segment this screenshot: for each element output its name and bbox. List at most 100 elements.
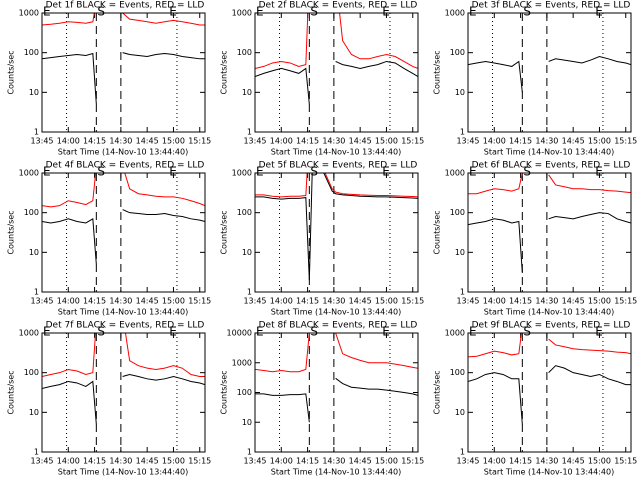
series-line [122,209,205,222]
x-tick-label: 14:30 [109,457,132,466]
y-tick-label: 1 [34,288,39,297]
chart-title: Det 2f BLACK = Events, RED = LLD [259,1,418,11]
x-tick-label: 15:00 [162,297,185,306]
series-line [335,60,418,77]
x-tick-label: 14:00 [57,137,80,146]
x-tick-label: 14:30 [322,137,345,146]
event-annotation: S [523,325,531,339]
y-tick-label: 100 [24,368,39,377]
series-line [548,365,631,386]
x-tick-label: 13:45 [30,137,53,146]
x-tick-label: 13:45 [30,297,53,306]
x-tick-label: 14:45 [136,137,159,146]
y-tick-label: 10000 [227,329,252,338]
y-tick-label: 1000 [19,169,39,178]
x-tick-label: 13:45 [456,137,479,146]
panel: Det 2f BLACK = Events, RED = LLD Start Ti… [220,1,425,157]
y-tick-label: 1 [460,448,465,457]
event-annotation: E [256,325,264,339]
x-tick-label: 14:30 [322,297,345,306]
event-annotation: E [169,325,177,339]
series-line [255,333,310,373]
x-tick-label: 14:45 [349,457,372,466]
event-annotation: E [469,165,477,179]
x-tick-label: 15:15 [614,297,637,306]
series-line [255,173,418,281]
x-tick-label: 14:00 [270,297,293,306]
x-tick-label: 13:45 [243,457,266,466]
chart-title: Det 6f BLACK = Events, RED = LLD [472,161,631,171]
x-tick-label: 14:15 [296,137,319,146]
series-line [339,13,418,69]
series-line [468,173,523,195]
x-tick-label: 14:45 [562,457,585,466]
event-annotation: S [310,325,318,339]
x-tick-label: 15:15 [614,457,637,466]
y-tick-label: 10 [242,88,252,97]
y-axis-label: Counts/sec [7,50,16,94]
series-line [468,333,522,358]
panel: Det 8f BLACK = Events, RED = LLD Start Ti… [220,321,425,477]
panel: Det 1f BLACK = Events, RED = LLD Start Ti… [7,1,212,157]
plot-frame [254,12,419,133]
event-annotation: E [595,325,603,339]
x-tick-label: 15:00 [375,457,398,466]
y-tick-label: 100 [24,48,39,57]
x-tick-label: 14:15 [509,457,532,466]
chart-title: Det 3f BLACK = Events, RED = LLD [472,1,631,11]
event-annotation: E [43,5,51,19]
series-group [255,13,418,105]
x-tick-label: 15:00 [588,137,611,146]
series-line [255,67,310,105]
event-annotation: S [523,165,531,179]
event-annotation: E [595,5,603,19]
x-tick-label: 14:30 [535,457,558,466]
chart-title: Det 9f BLACK = Events, RED = LLD [472,321,631,331]
series-group [42,13,205,105]
x-tick-label: 14:45 [562,137,585,146]
series-line [124,333,205,378]
x-axis-label: Start Time (14-Nov-10 13:44:40) [58,148,188,157]
panel: Det 5f BLACK = Events, RED = LLD Start Ti… [220,161,425,317]
y-tick-label: 1000 [19,329,39,338]
x-tick-label: 14:45 [136,297,159,306]
event-annotation: E [382,325,390,339]
x-tick-label: 14:00 [270,137,293,146]
x-tick-label: 14:00 [270,457,293,466]
x-tick-label: 14:00 [483,457,506,466]
y-tick-label: 1 [460,128,465,137]
chart-title: Det 8f BLACK = Events, RED = LLD [259,321,418,331]
y-axis-label: Counts/sec [220,50,229,94]
x-axis-label: Start Time (14-Nov-10 13:44:40) [58,468,188,477]
event-annotation: S [523,5,531,19]
event-annotation: E [169,5,177,19]
y-tick-label: 1000 [232,9,252,18]
x-tick-label: 15:15 [401,297,424,306]
series-line [42,333,97,377]
y-tick-label: 10 [455,88,465,97]
series-line [42,217,97,265]
series-line [335,377,418,396]
x-tick-label: 14:45 [562,297,585,306]
series-line [255,393,310,423]
x-tick-label: 15:00 [162,457,185,466]
x-tick-label: 15:15 [188,137,211,146]
y-tick-label: 1 [460,288,465,297]
y-tick-label: 10 [29,88,39,97]
x-tick-label: 15:15 [401,457,424,466]
y-tick-label: 100 [450,48,465,57]
y-tick-label: 100 [237,388,252,397]
x-axis-label: Start Time (14-Nov-10 13:44:40) [484,148,614,157]
x-tick-label: 14:00 [483,297,506,306]
y-tick-label: 10 [242,248,252,257]
x-tick-label: 14:45 [136,457,159,466]
x-tick-label: 14:45 [349,297,372,306]
plot-frame [254,332,419,453]
series-group [42,173,205,265]
x-tick-label: 14:15 [509,137,532,146]
x-tick-label: 15:15 [188,297,211,306]
y-tick-label: 1 [34,448,39,457]
y-tick-label: 1000 [232,169,252,178]
